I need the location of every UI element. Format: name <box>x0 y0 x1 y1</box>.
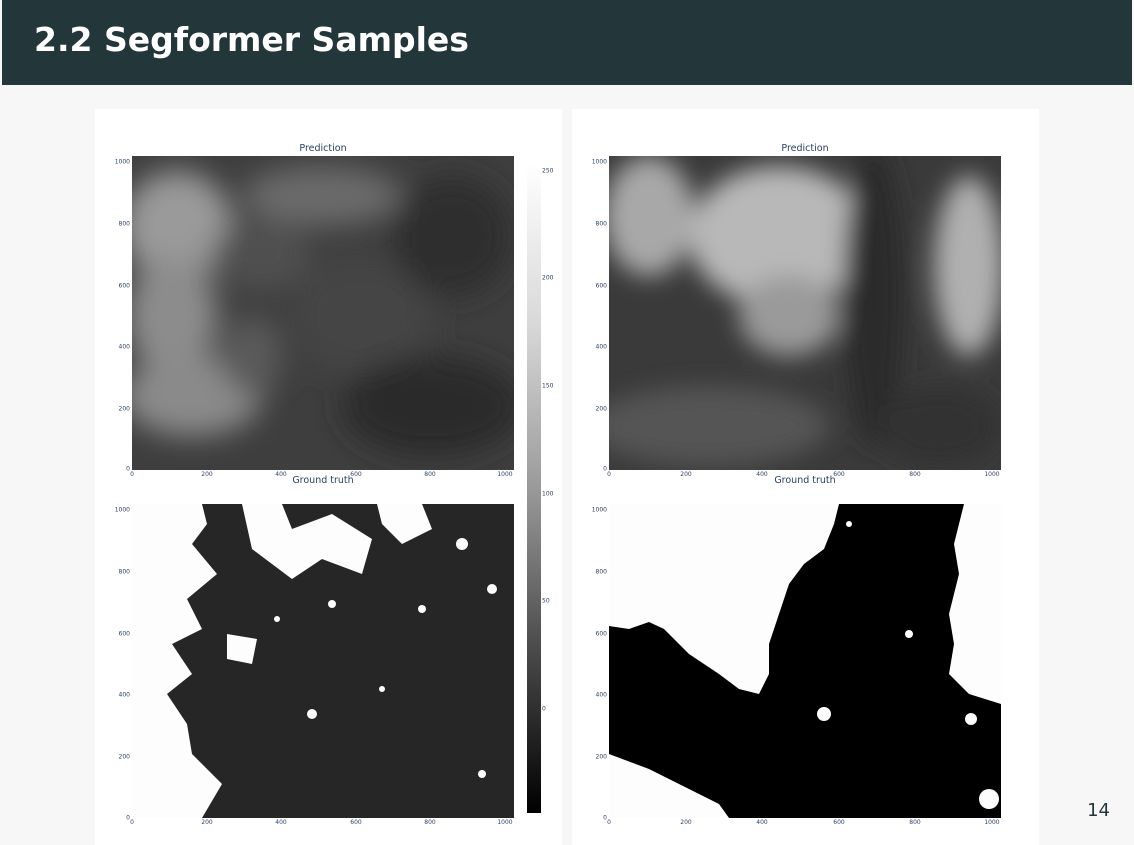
prediction-title-2: Prediction <box>781 143 829 154</box>
x-tick: 600 <box>833 471 845 478</box>
y-tick: 1000 <box>591 158 607 166</box>
y-tick: 800 <box>595 220 607 228</box>
colorbar-tick: 200 <box>542 274 554 282</box>
y-tick: 0 <box>603 814 607 822</box>
slide-title: 2.2 Segformer Samples <box>34 20 469 59</box>
colorbar-tick: 150 <box>542 382 554 390</box>
y-tick: 0 <box>126 465 130 473</box>
colorbar-tick: 50 <box>542 597 550 605</box>
y-tick: 1000 <box>114 158 130 166</box>
x-tick: 800 <box>909 471 921 478</box>
y-tick: 200 <box>118 753 130 761</box>
y-tick: 200 <box>118 405 130 413</box>
y-tick: 200 <box>595 753 607 761</box>
x-tick: 200 <box>680 471 692 478</box>
prediction-title-1: Prediction <box>299 143 347 154</box>
x-tick: 800 <box>424 471 436 478</box>
x-tick: 400 <box>756 471 768 478</box>
x-tick: 1000 <box>984 471 1000 478</box>
y-tick: 400 <box>595 691 607 699</box>
x-tick: 200 <box>201 471 213 478</box>
ground-truth-heatmap-2 <box>609 504 1001 818</box>
ground-truth-title-2: Ground truth <box>774 475 836 486</box>
y-tick: 400 <box>118 691 130 699</box>
prediction-heatmap-2 <box>609 156 1001 470</box>
x-tick: 1000 <box>497 819 513 826</box>
colorbar-tick: 100 <box>542 490 554 498</box>
page-number: 14 <box>1087 800 1110 821</box>
x-tick: 0 <box>607 819 611 826</box>
x-tick: 1000 <box>497 471 513 478</box>
x-tick: 0 <box>607 471 611 478</box>
prediction-heatmap-1 <box>132 156 514 470</box>
x-tick: 200 <box>201 819 213 826</box>
y-tick: 400 <box>595 343 607 351</box>
y-tick: 600 <box>118 282 130 290</box>
x-tick: 800 <box>909 819 921 826</box>
x-tick: 1000 <box>984 819 1000 826</box>
y-tick: 200 <box>595 405 607 413</box>
ground-truth-title-1: Ground truth <box>292 475 354 486</box>
x-tick: 400 <box>275 819 287 826</box>
slide-header: 2.2 Segformer Samples <box>2 0 1132 85</box>
x-tick: 800 <box>424 819 436 826</box>
y-tick: 800 <box>595 568 607 576</box>
colorbar <box>527 162 541 813</box>
colorbar-tick: 0 <box>542 705 546 713</box>
y-tick: 600 <box>595 282 607 290</box>
colorbar-tick: 250 <box>542 167 554 175</box>
y-tick: 1000 <box>114 506 130 514</box>
y-tick: 800 <box>118 220 130 228</box>
y-tick: 400 <box>118 343 130 351</box>
y-tick: 1000 <box>591 506 607 514</box>
x-tick: 200 <box>680 819 692 826</box>
y-tick: 600 <box>118 630 130 638</box>
y-tick: 0 <box>126 814 130 822</box>
x-tick: 400 <box>756 819 768 826</box>
x-tick: 600 <box>350 819 362 826</box>
y-tick: 600 <box>595 630 607 638</box>
x-tick: 0 <box>130 471 134 478</box>
ground-truth-heatmap-1 <box>132 504 514 818</box>
x-tick: 0 <box>130 819 134 826</box>
y-tick: 800 <box>118 568 130 576</box>
x-tick: 400 <box>275 471 287 478</box>
y-tick: 0 <box>603 465 607 473</box>
x-tick: 600 <box>833 819 845 826</box>
x-tick: 600 <box>350 471 362 478</box>
